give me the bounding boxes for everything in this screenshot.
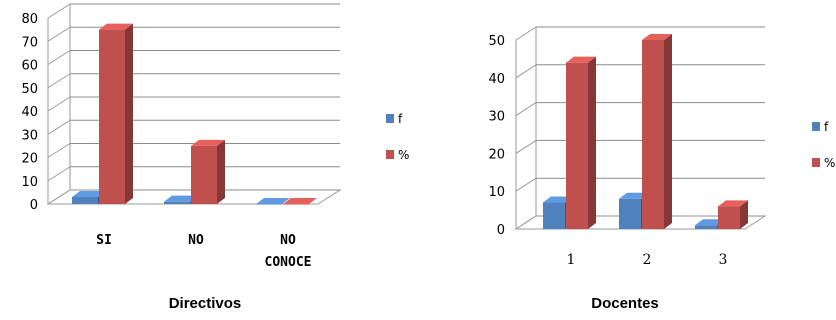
bar-top: [543, 196, 573, 203]
bar-f-no-conoce: [256, 198, 290, 205]
y-tick-label: 20: [488, 147, 505, 162]
bar-percent-no: [191, 139, 225, 204]
bar-top: [566, 56, 596, 63]
legend-label: %: [824, 156, 835, 170]
bar-front: [642, 40, 664, 229]
x-tick-label: 3: [719, 252, 728, 268]
bar-percent-1: [566, 56, 596, 230]
bar-top: [619, 192, 649, 199]
gridline-side: [47, 189, 71, 205]
gridline-side: [515, 64, 537, 79]
x-tick-label: 2: [643, 252, 652, 268]
y-tick-label: 70: [21, 35, 38, 50]
bar-side: [125, 23, 133, 204]
y-tick-label: 40: [488, 72, 505, 87]
x-tick-label: SI: [96, 233, 112, 248]
chart-title-docentes: Docentes: [591, 295, 659, 312]
bar-top: [718, 200, 748, 207]
bar-top: [642, 34, 672, 40]
gridline-side: [515, 215, 537, 230]
y-tick-label: 20: [21, 152, 38, 167]
bar-front: [72, 197, 98, 204]
bar-percent-no-conoce: [283, 198, 317, 205]
y-tick-label: 60: [21, 59, 38, 74]
bar-side: [588, 56, 596, 230]
y-tick-label: 0: [497, 223, 505, 238]
bar-front: [283, 204, 309, 205]
x-tick-label: 1: [567, 252, 576, 268]
bar-front: [619, 198, 641, 229]
bar-front: [191, 145, 217, 204]
bar-front: [566, 62, 588, 230]
gridline-side: [515, 26, 537, 41]
gridline-side: [47, 96, 71, 112]
gridline-side: [515, 139, 537, 154]
bar-percent-si: [99, 23, 133, 204]
gridline-side: [47, 73, 71, 89]
gridline-side: [47, 119, 71, 135]
bar-top: [695, 219, 725, 226]
legend-label: %: [398, 148, 409, 162]
y-tick-label: 40: [21, 105, 38, 120]
bar-front: [543, 202, 565, 229]
legend-swatch-f: [386, 114, 394, 123]
bar-side: [740, 200, 748, 229]
bar-top: [72, 191, 106, 198]
bar-top: [99, 23, 133, 30]
gridline-side: [47, 50, 71, 65]
bar-front: [99, 29, 125, 204]
bar-percent-3: [718, 200, 748, 229]
legend-swatch-f: [812, 122, 820, 131]
gridline-side: [47, 26, 71, 42]
x-tick-label: CONOCE: [265, 255, 312, 270]
x-tick-label: NO: [280, 233, 296, 248]
bar-front: [256, 204, 282, 205]
y-tick-label: 30: [21, 128, 38, 143]
bar-percent-2: [642, 34, 672, 229]
gridline-side: [47, 3, 71, 19]
y-tick-label: 50: [21, 82, 38, 97]
bar-front: [718, 206, 740, 229]
legend-swatch-percent: [386, 150, 394, 159]
bar-top: [191, 139, 225, 146]
y-tick-label: 30: [488, 110, 505, 125]
gridline-side: [515, 102, 537, 117]
bar-front: [164, 201, 190, 204]
y-tick-label: 80: [21, 12, 38, 27]
y-tick-label: 10: [488, 185, 505, 200]
gridline-side: [515, 177, 537, 192]
x-tick-label: NO: [188, 233, 204, 248]
bar-side: [217, 139, 225, 204]
gridline-side: [47, 166, 71, 182]
bar-top: [256, 198, 290, 204]
y-tick-label: 50: [488, 34, 505, 49]
chart-directivos: 0 10 20 30 40 50 60 70 80 SI NO NO CONOCE f%: [21, 3, 409, 270]
chart-title-directivos: Directivos: [168, 295, 242, 312]
bar-side: [664, 34, 672, 229]
legend-swatch-percent: [812, 158, 820, 167]
legend-label: f: [824, 120, 829, 134]
legend-label: f: [398, 112, 403, 126]
bar-top: [283, 198, 317, 204]
bar-top: [164, 195, 198, 202]
bar-front: [695, 225, 717, 229]
chart-docentes: 0 10 20 30 40 50 1 2 3 f%: [488, 26, 835, 268]
y-tick-label: 0: [30, 198, 38, 213]
gridline-side: [47, 143, 71, 158]
y-tick-label: 10: [21, 175, 38, 190]
